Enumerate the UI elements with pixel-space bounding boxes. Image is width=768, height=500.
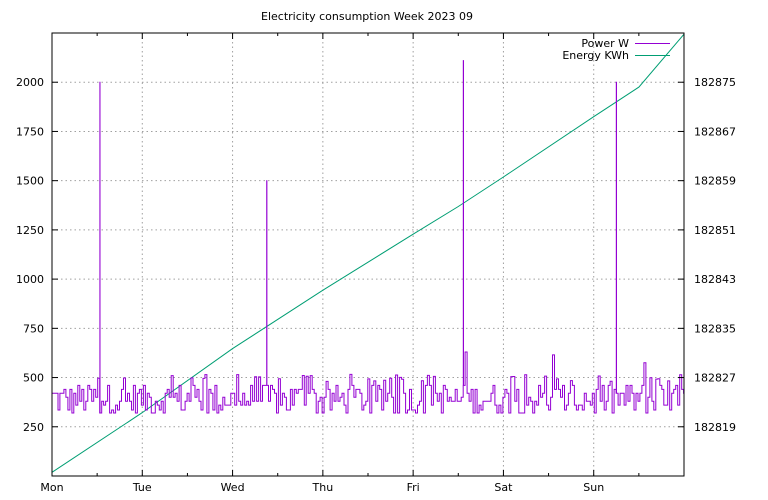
y-right-tick-label: 182843: [694, 273, 736, 286]
grid: [52, 33, 684, 476]
legend-label-energy: Energy KWh: [562, 49, 629, 62]
chart-title: Electricity consumption Week 2023 09: [261, 10, 473, 23]
legend-label-power: Power W: [581, 37, 629, 50]
y-left-tick-label: 750: [23, 322, 44, 335]
x-tick-label: Sun: [583, 481, 604, 494]
y-left-tick-label: 1750: [16, 125, 44, 138]
x-tick-label: Sat: [494, 481, 513, 494]
y-left-tick-label: 1000: [16, 273, 44, 286]
y-right-tick-label: 182851: [694, 224, 736, 237]
legend: Power W Energy KWh: [562, 37, 670, 62]
y-right-tick-label: 182835: [694, 322, 736, 335]
y-right-tick-label: 182819: [694, 421, 736, 434]
x-tick-label: Tue: [132, 481, 152, 494]
y-left-tick-label: 500: [23, 372, 44, 385]
plot-area: [51, 33, 685, 473]
y-right-tick-label: 182867: [694, 125, 736, 138]
x-tick-label: Mon: [40, 481, 63, 494]
series-line-power: [52, 60, 685, 414]
y-right-tick-label: 182875: [694, 76, 736, 89]
y-right-tick-label: 182859: [694, 175, 736, 188]
axes: 250 182819 500 182827 750 182835 1000 182843 125…: [16, 33, 736, 494]
y-left-tick-label: 1500: [16, 175, 44, 188]
x-tick-label: Wed: [221, 481, 245, 494]
x-tick-label: Thu: [312, 481, 334, 494]
y-left-tick-label: 250: [23, 421, 44, 434]
y-left-tick-label: 1250: [16, 224, 44, 237]
y-left-tick-label: 2000: [16, 76, 44, 89]
x-tick-label: Fri: [407, 481, 420, 494]
y-right-tick-label: 182827: [694, 372, 736, 385]
